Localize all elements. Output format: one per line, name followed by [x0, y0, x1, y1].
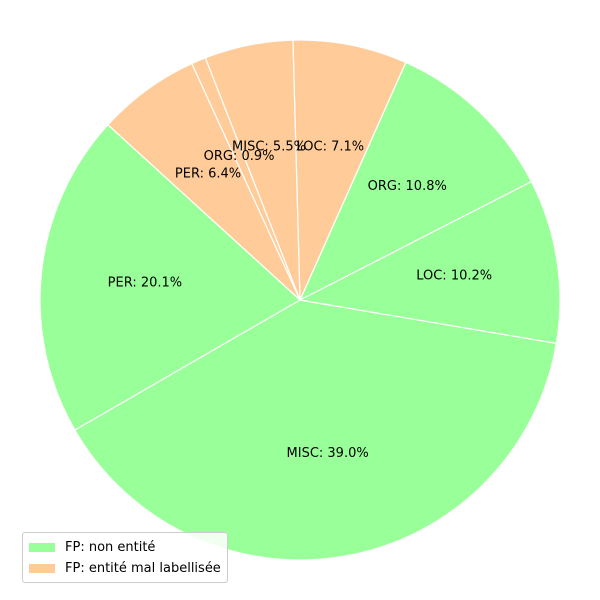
slice-label-per-6: PER: 6.4% [175, 166, 241, 181]
legend-swatch-green [29, 543, 55, 552]
pie-slice-loc-3 [292, 39, 407, 301]
slice-label-loc-3: LOC: 7.1% [297, 139, 365, 154]
legend-label-non-entite: FP: non entité [65, 540, 156, 555]
pie-slice-loc-1 [298, 180, 561, 345]
pie-slice-org-2 [298, 61, 533, 302]
slice-label-org-2: ORG: 10.8% [368, 179, 447, 194]
pie-slice-misc-0 [74, 299, 558, 561]
slice-label-per-7: PER: 20.1% [108, 276, 183, 291]
legend-swatch-orange [29, 564, 55, 573]
legend-entry-mal-labellisee: FP: entité mal labellisée [29, 558, 221, 579]
slice-label-org-5: ORG: 0.9% [204, 149, 275, 164]
slice-label-loc-1: LOC: 10.2% [416, 269, 492, 284]
legend-entry-non-entite: FP: non entité [29, 537, 221, 558]
slice-label-misc-0: MISC: 39.0% [287, 446, 369, 461]
legend-label-mal-labellisee: FP: entité mal labellisée [65, 561, 221, 576]
pie-slice-per-7 [39, 123, 302, 431]
slice-label-misc-4: MISC: 5.5% [232, 140, 306, 155]
legend: FP: non entité FP: entité mal labellisée [22, 532, 228, 583]
